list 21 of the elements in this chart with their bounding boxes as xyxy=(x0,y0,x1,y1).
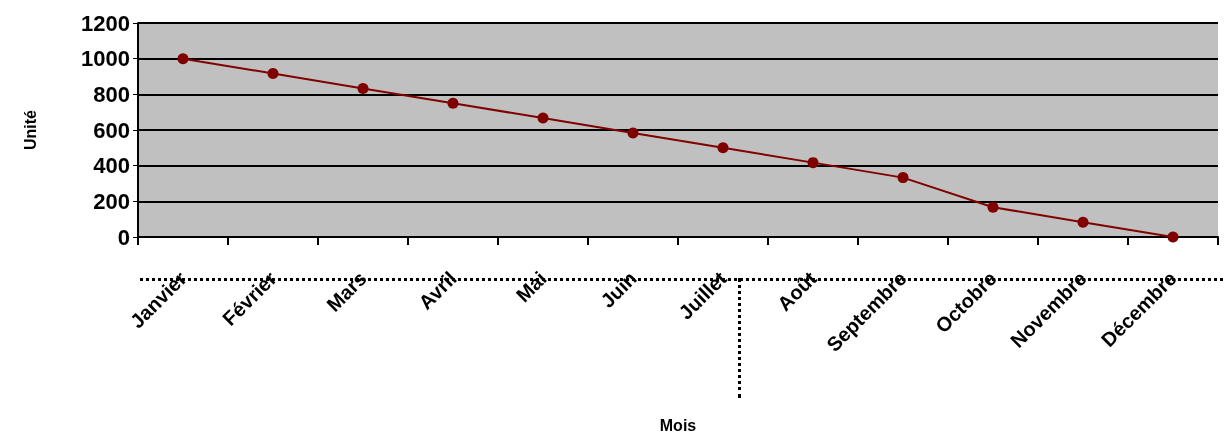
point xyxy=(357,82,369,94)
point xyxy=(447,97,459,109)
point xyxy=(267,67,279,79)
y-tick-label: 0 xyxy=(117,224,130,250)
point xyxy=(1167,231,1179,243)
point xyxy=(897,172,909,184)
point xyxy=(807,157,819,169)
point xyxy=(717,142,729,154)
point xyxy=(537,112,549,124)
point xyxy=(987,201,999,213)
y-axis-title: Unité xyxy=(21,109,39,150)
point xyxy=(177,53,189,65)
y-tick-label: 1000 xyxy=(81,46,130,72)
y-tick-label: 200 xyxy=(93,188,130,214)
y-tick-label: 600 xyxy=(93,117,130,143)
y-tick-label: 400 xyxy=(93,153,130,179)
y-tick-label: 800 xyxy=(93,81,130,107)
point xyxy=(1077,216,1089,228)
y-tick-label: 1200 xyxy=(81,10,130,36)
x-axis-title: Mois xyxy=(659,416,697,434)
point xyxy=(627,127,639,139)
